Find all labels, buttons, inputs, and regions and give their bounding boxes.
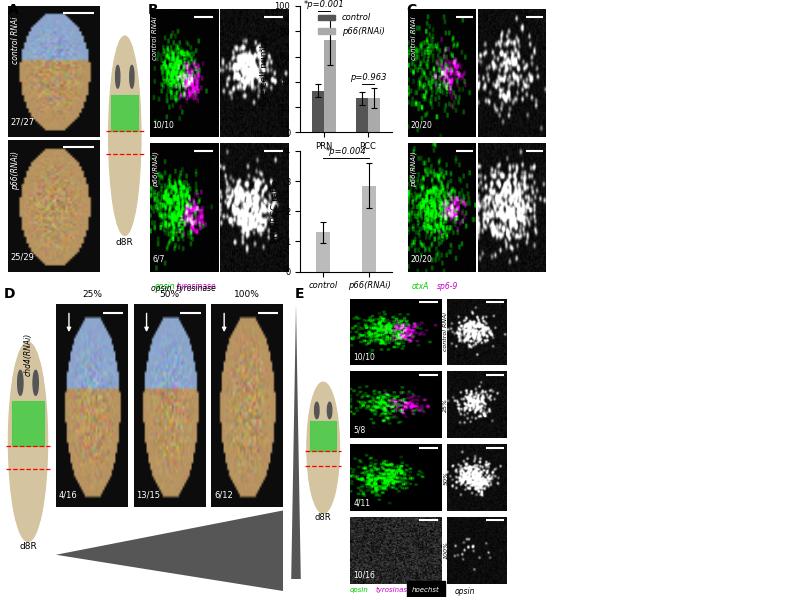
Text: 50%: 50% — [159, 290, 180, 300]
Circle shape — [327, 402, 332, 418]
Y-axis label: PRN/PCC ratio: PRN/PCC ratio — [270, 180, 279, 243]
Text: opsin: opsin — [455, 587, 475, 596]
Bar — [356, 98, 368, 133]
PathPatch shape — [56, 510, 283, 591]
Text: 10/10: 10/10 — [152, 121, 174, 130]
Text: 25%: 25% — [82, 290, 102, 300]
Text: 5/8: 5/8 — [354, 425, 366, 434]
Text: 100%
chd4(RNAi): 100% chd4(RNAi) — [443, 533, 454, 568]
Bar — [368, 98, 380, 133]
Text: *p=0.004: *p=0.004 — [326, 147, 366, 156]
Y-axis label: Eye cell number: Eye cell number — [260, 32, 269, 106]
Circle shape — [33, 370, 38, 395]
Ellipse shape — [109, 36, 141, 236]
Text: 100%: 100% — [234, 290, 260, 300]
Bar — [12, 401, 44, 447]
Text: opsin: opsin — [155, 282, 175, 291]
PathPatch shape — [291, 304, 301, 579]
Bar — [111, 95, 138, 131]
Bar — [362, 186, 376, 272]
Text: control RNAi: control RNAi — [443, 312, 449, 352]
Ellipse shape — [307, 382, 340, 513]
Bar — [316, 232, 330, 272]
Circle shape — [130, 66, 134, 88]
Text: E: E — [295, 287, 305, 300]
Circle shape — [18, 370, 23, 395]
Text: opsin  tyrosinase: opsin tyrosinase — [151, 284, 216, 293]
Text: otxA: otxA — [492, 282, 510, 291]
Text: C: C — [406, 3, 417, 17]
Text: p66(RNAi): p66(RNAi) — [152, 151, 159, 187]
Text: tyrosinase: tyrosinase — [177, 282, 217, 291]
Text: B: B — [148, 3, 158, 17]
Text: 6/7: 6/7 — [152, 255, 165, 264]
Text: 25/29: 25/29 — [10, 252, 34, 261]
Text: 50%
chd4(RNAi): 50% chd4(RNAi) — [443, 460, 454, 496]
Text: p=0.963: p=0.963 — [350, 73, 386, 82]
Text: p66(RNAi): p66(RNAi) — [10, 151, 20, 190]
Bar — [310, 421, 337, 451]
Circle shape — [116, 66, 120, 88]
Text: 4/16: 4/16 — [59, 490, 78, 499]
Text: opsin: opsin — [350, 587, 369, 593]
Text: control RNAi: control RNAi — [152, 17, 158, 60]
Text: 20/20: 20/20 — [410, 255, 433, 264]
Text: d8R: d8R — [116, 238, 134, 247]
Text: otxA: otxA — [411, 282, 429, 291]
Text: D: D — [4, 287, 15, 300]
Legend: control, p66(RNAi): control, p66(RNAi) — [315, 10, 388, 39]
Text: sp6-9: sp6-9 — [437, 282, 458, 291]
Text: 27/27: 27/27 — [10, 118, 35, 127]
Text: 25%
chd4(RNAi): 25% chd4(RNAi) — [443, 387, 454, 423]
Text: 4/11: 4/11 — [354, 498, 370, 507]
Text: A: A — [8, 3, 18, 17]
Text: 10/10: 10/10 — [354, 352, 375, 361]
Text: 13/15: 13/15 — [137, 490, 161, 499]
Circle shape — [314, 402, 319, 418]
Text: tyrosinase: tyrosinase — [375, 587, 412, 593]
Text: control RNAi: control RNAi — [410, 17, 417, 60]
Text: 10/16: 10/16 — [354, 571, 375, 580]
Bar — [324, 40, 336, 133]
Text: hoechst: hoechst — [412, 587, 440, 593]
Text: 6/12: 6/12 — [214, 490, 233, 499]
Text: d8R: d8R — [315, 513, 331, 522]
Ellipse shape — [8, 342, 48, 541]
Text: opsin: opsin — [230, 282, 250, 291]
Text: *p=0.001: *p=0.001 — [304, 0, 345, 9]
Text: control RNAi: control RNAi — [10, 17, 20, 64]
Text: chd4(RNAi): chd4(RNAi) — [23, 333, 33, 376]
Text: d8R: d8R — [19, 541, 37, 550]
Text: p66(RNAi): p66(RNAi) — [410, 151, 418, 187]
Bar — [312, 91, 324, 133]
Text: 20/20: 20/20 — [410, 121, 433, 130]
